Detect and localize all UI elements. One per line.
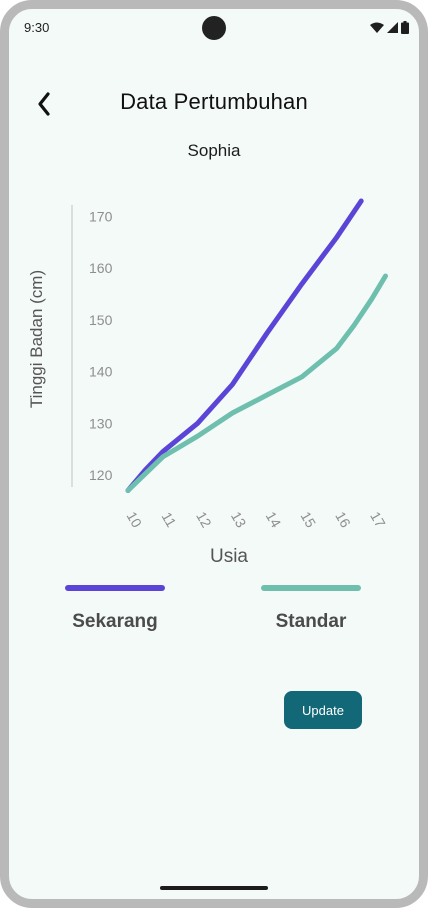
x-tick-label: 12 [193, 509, 215, 531]
legend-item-sekarang: Sekarang [45, 585, 185, 633]
home-indicator[interactable] [160, 886, 268, 890]
status-bar: 9:30 [9, 9, 419, 49]
x-tick-label: 11 [159, 509, 180, 530]
x-tick-label: 17 [367, 509, 389, 531]
y-axis-title-text: Tinggi Badan (cm) [27, 269, 46, 409]
legend-swatch-standar [261, 585, 361, 591]
status-time: 9:30 [24, 20, 50, 35]
growth-chart: 120 130 140 150 160 170 10 11 12 13 14 15 16 17 [71, 198, 389, 531]
status-icons [370, 21, 409, 34]
y-axis: 120 130 140 150 160 170 [71, 205, 113, 487]
series-line-standar [125, 273, 388, 493]
signal-icon [387, 21, 398, 33]
battery-icon [401, 21, 409, 34]
y-tick-label: 140 [89, 364, 113, 380]
x-tick-label: 15 [298, 509, 320, 531]
x-tick-label: 14 [263, 509, 285, 531]
front-camera [202, 16, 226, 40]
y-tick-label: 120 [89, 467, 113, 483]
page-title: Data Pertumbuhan [120, 89, 308, 114]
x-tick-label: 13 [228, 509, 250, 531]
x-tick-label: 16 [332, 509, 354, 531]
back-button[interactable] [31, 87, 59, 121]
y-tick-label: 130 [89, 415, 113, 431]
child-name: Sophia [187, 141, 241, 160]
y-tick-label: 170 [89, 209, 113, 225]
y-tick-label: 160 [89, 260, 113, 276]
wifi-icon [370, 22, 384, 33]
y-tick-label: 150 [89, 312, 113, 328]
chart-series [125, 198, 388, 493]
legend-label-standar: Standar [275, 611, 347, 632]
legend-swatch-sekarang [65, 585, 165, 591]
legend-item-standar: Standar [241, 585, 381, 633]
x-axis-title: Usia [209, 546, 248, 567]
x-tick-label: 10 [124, 509, 146, 531]
update-button[interactable]: Update [284, 691, 362, 729]
series-line-sekarang [125, 198, 364, 493]
chevron-left-icon [38, 92, 50, 116]
x-axis: 10 11 12 13 14 15 16 17 [124, 509, 389, 531]
legend-label-sekarang: Sekarang [72, 611, 158, 632]
